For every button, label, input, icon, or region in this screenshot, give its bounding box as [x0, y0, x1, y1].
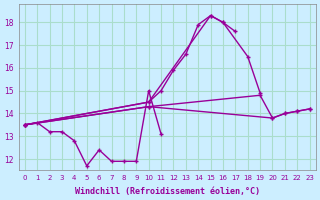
X-axis label: Windchill (Refroidissement éolien,°C): Windchill (Refroidissement éolien,°C): [75, 187, 260, 196]
